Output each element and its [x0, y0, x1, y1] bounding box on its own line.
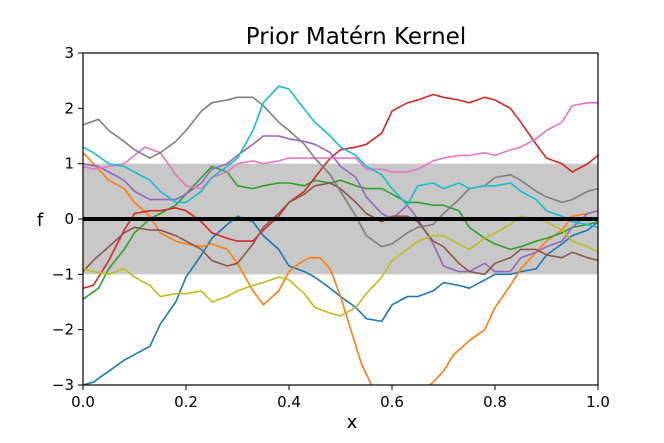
x-tick-label: 0.4: [277, 393, 301, 411]
x-axis-label: x: [347, 412, 358, 433]
y-tick-label: −3: [52, 376, 74, 394]
x-tick-label: 0.0: [71, 393, 95, 411]
y-tick-label: −2: [52, 321, 74, 339]
chart-title: Prior Matérn Kernel: [246, 24, 466, 50]
y-axis-label: f: [37, 210, 44, 231]
x-tick-label: 0.8: [483, 393, 507, 411]
series-group: [83, 85, 598, 385]
y-tick-label: 0: [64, 210, 74, 228]
y-tick-label: 2: [64, 99, 74, 117]
x-axis: 0.0 0.2 0.4 0.6 0.8 1.0: [71, 385, 610, 411]
series-line-4: [83, 93, 598, 289]
series-line-7: [83, 102, 598, 190]
y-tick-label: −1: [52, 265, 74, 283]
x-tick-label: 0.2: [174, 393, 198, 411]
x-tick-label: 0.6: [380, 393, 404, 411]
series-line-3: [83, 165, 598, 300]
series-line-6: [83, 182, 598, 276]
series-line-9: [83, 215, 598, 317]
series-line-10: [83, 85, 598, 229]
y-tick-label: 3: [64, 44, 74, 62]
x-tick-label: 1.0: [586, 393, 610, 411]
y-tick-label: 1: [64, 155, 74, 173]
series-line-8: [83, 96, 598, 248]
y-axis: −3 −2 −1 0 1 2 3: [52, 44, 83, 394]
